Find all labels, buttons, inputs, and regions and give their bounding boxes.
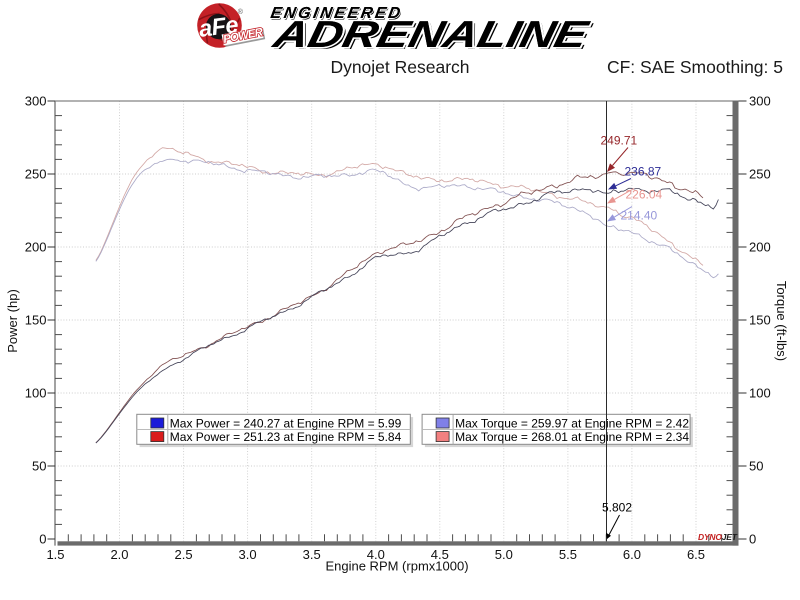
svg-text:1.5: 1.5 [46, 547, 64, 562]
svg-text:2.0: 2.0 [110, 547, 128, 562]
svg-text:249.71: 249.71 [601, 134, 638, 148]
svg-text:200: 200 [25, 240, 47, 255]
svg-text:200: 200 [749, 240, 771, 255]
svg-text:0: 0 [749, 532, 756, 547]
svg-text:150: 150 [25, 313, 47, 328]
svg-text:®: ® [238, 8, 244, 16]
svg-text:100: 100 [25, 386, 47, 401]
svg-text:250: 250 [749, 167, 771, 182]
svg-text:4.0: 4.0 [367, 547, 385, 562]
svg-text:ADRENALINE: ADRENALINE [269, 14, 593, 56]
svg-text:Torque (ft-lbs): Torque (ft-lbs) [774, 281, 789, 361]
svg-text:Max Power = 240.27 at Engine R: Max Power = 240.27 at Engine RPM = 5.99 [170, 417, 402, 431]
svg-text:ENGINEERED: ENGINEERED [269, 4, 404, 22]
svg-text:150: 150 [749, 313, 771, 328]
svg-text:236.87: 236.87 [625, 165, 662, 179]
svg-text:5.5: 5.5 [559, 547, 577, 562]
svg-text:300: 300 [749, 94, 771, 109]
svg-text:50: 50 [749, 459, 763, 474]
svg-text:ENGINEERED: ENGINEERED [270, 5, 405, 23]
svg-text:250: 250 [25, 167, 47, 182]
svg-text:2.5: 2.5 [175, 547, 193, 562]
svg-text:300: 300 [25, 94, 47, 109]
svg-text:5.802: 5.802 [602, 501, 632, 515]
svg-text:DYNOJET: DYNOJET [698, 532, 738, 542]
svg-text:3.0: 3.0 [239, 547, 257, 562]
svg-text:ADRENALINE: ADRENALINE [269, 14, 593, 56]
svg-text:ENGINEERED: ENGINEERED [269, 4, 404, 22]
svg-text:226.04: 226.04 [626, 188, 663, 202]
svg-text:Power (hp): Power (hp) [5, 289, 20, 353]
svg-text:4.5: 4.5 [431, 547, 449, 562]
svg-text:Dynojet Research: Dynojet Research [330, 57, 469, 77]
svg-text:Max Torque = 259.97 at Engine: Max Torque = 259.97 at Engine RPM = 2.42 [455, 417, 689, 431]
svg-text:Max Torque = 268.01 at Engine: Max Torque = 268.01 at Engine RPM = 2.34 [455, 430, 689, 444]
svg-text:5.0: 5.0 [495, 547, 513, 562]
svg-text:CF: SAE Smoothing: 5: CF: SAE Smoothing: 5 [607, 57, 783, 77]
svg-text:50: 50 [32, 459, 46, 474]
svg-text:ADRENALINE: ADRENALINE [272, 16, 596, 58]
svg-text:214.40: 214.40 [621, 209, 658, 223]
svg-text:Max Power = 251.23 at Engine R: Max Power = 251.23 at Engine RPM = 5.84 [170, 430, 402, 444]
svg-text:6.5: 6.5 [687, 547, 705, 562]
svg-text:100: 100 [749, 386, 771, 401]
svg-text:6.0: 6.0 [623, 547, 641, 562]
svg-text:0: 0 [39, 532, 46, 547]
svg-text:3.5: 3.5 [303, 547, 321, 562]
svg-text:Engine RPM (rpmx1000): Engine RPM (rpmx1000) [325, 559, 468, 574]
